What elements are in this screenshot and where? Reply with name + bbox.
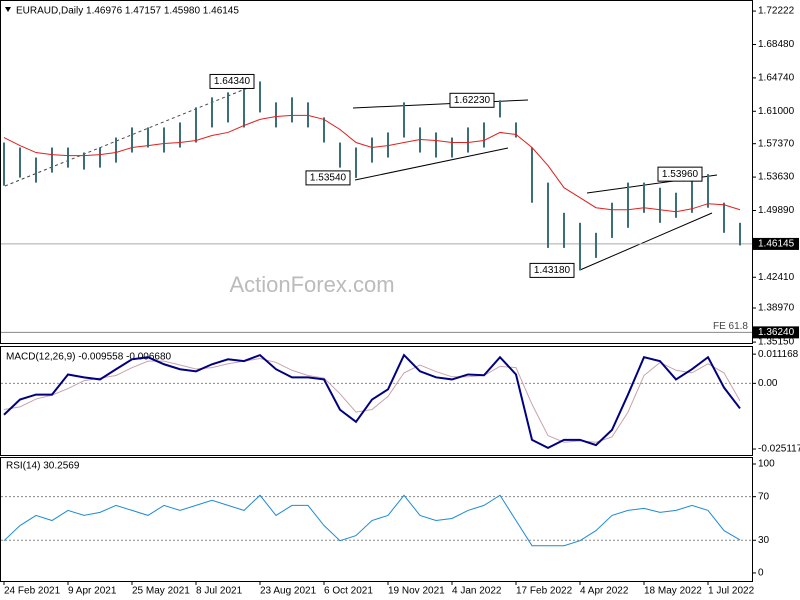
fe-label-box (753, 326, 799, 339)
annotation-label: 1.53960 (662, 169, 699, 180)
y-tick-label: 1.61000 (758, 106, 795, 117)
y-tick-label: 0.011168 (758, 349, 799, 360)
watermark: ActionForex.com (229, 272, 394, 297)
trend-line (4, 84, 256, 187)
y-tick-label: 1.49890 (758, 205, 795, 216)
price-label-box (753, 237, 799, 250)
y-tick-label: 1.53630 (758, 172, 795, 183)
y-tick-label: 1.64740 (758, 73, 795, 84)
y-tick-label: 1.57370 (758, 138, 795, 149)
annotation-box (657, 166, 703, 182)
y-tick-label: -0.025117 (758, 444, 800, 455)
x-tick-label: 4 Apr 2022 (580, 586, 629, 597)
y-tick-label: 70 (758, 491, 770, 502)
y-tick-label: 1.68480 (758, 39, 795, 50)
trend-line (579, 212, 713, 271)
trend-line (354, 147, 509, 181)
x-tick-label: 18 May 2022 (644, 586, 702, 597)
annotation-box (209, 73, 255, 89)
x-tick-label: 17 Feb 2022 (516, 586, 573, 597)
x-tick-label: 25 May 2021 (132, 586, 190, 597)
fe-label: 1.36240 (758, 327, 795, 338)
x-tick-label: 8 Jul 2021 (196, 586, 243, 597)
annotation-label: 1.53540 (310, 173, 347, 184)
y-tick-label: 100 (758, 459, 775, 470)
y-tick-label: 1.42410 (758, 272, 795, 283)
macd-panel (0, 346, 753, 456)
macd-title: MACD(12,26,9) -0.009558 -0.006680 (6, 352, 172, 363)
annotation-box (449, 92, 495, 108)
price-panel (0, 0, 753, 344)
y-tick-label: 1.38970 (758, 303, 795, 314)
annotation-box (305, 170, 351, 186)
annotation-box (529, 262, 575, 278)
series-line (3, 494, 741, 547)
y-tick-label: 0.00 (758, 378, 778, 389)
x-tick-label: 4 Jan 2022 (452, 586, 502, 597)
x-tick-label: 19 Nov 2021 (388, 586, 445, 597)
y-tick-label: 0 (758, 568, 764, 579)
x-tick-label: 6 Oct 2021 (324, 586, 373, 597)
rsi-title: RSI(14) 30.2569 (6, 461, 80, 472)
symbol-icon (5, 7, 11, 12)
rsi-panel (0, 457, 753, 582)
x-tick-label: 23 Aug 2021 (260, 586, 317, 597)
series-line (3, 357, 741, 443)
annotation-label: 1.43180 (534, 265, 571, 276)
annotation-label: 1.64340 (214, 76, 251, 87)
x-tick-label: 1 Jul 2022 (708, 586, 755, 597)
y-tick-label: 1.72222 (758, 6, 795, 17)
chart-title: EURAUD,Daily 1.46976 1.47157 1.45980 1.4… (16, 6, 239, 17)
y-tick-label: 30 (758, 535, 770, 546)
moving-average (3, 114, 741, 213)
series-line (3, 353, 741, 450)
price-label: 1.46145 (758, 239, 795, 250)
x-tick-label: 24 Feb 2021 (4, 586, 61, 597)
annotation-label: 1.62230 (454, 95, 491, 106)
y-tick-label: 1.35150 (758, 337, 795, 348)
x-tick-label: 9 Apr 2021 (68, 586, 117, 597)
trend-line (352, 99, 529, 109)
fe-text: FE 61.8 (713, 321, 748, 332)
